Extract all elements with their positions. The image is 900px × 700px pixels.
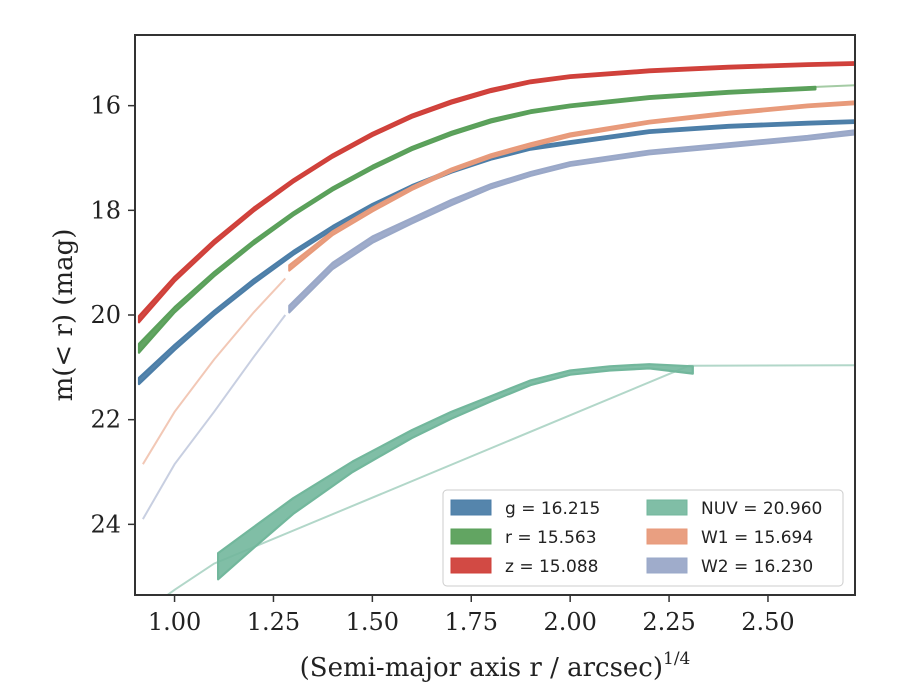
x-tick-label: 1.75 [445, 608, 498, 636]
legend-label-z: z = 15.088 [505, 557, 598, 577]
y-axis-ticks: 16 18 20 22 24 [90, 92, 135, 538]
series-nuv-extrapolation [165, 364, 855, 595]
series-r-band [137, 85, 817, 354]
legend-swatch-nuv [646, 499, 688, 516]
series-g-band [137, 119, 855, 386]
x-axis-label-superscript: 1/4 [663, 649, 690, 669]
legend-swatch-w1 [646, 528, 688, 545]
legend-label-w1: W1 = 15.694 [701, 528, 813, 548]
legend-label-w2: W2 = 16.230 [701, 557, 813, 577]
legend-swatch-g [450, 499, 492, 516]
series-w2-extrapolation [142, 314, 287, 520]
legend-label-r: r = 15.563 [505, 528, 597, 548]
x-tick-label: 1.50 [346, 608, 399, 636]
y-tick-label: 18 [90, 196, 121, 224]
y-tick-label: 16 [90, 92, 121, 120]
legend-label-g: g = 16.215 [505, 499, 600, 519]
x-tick-label: 2.25 [642, 608, 695, 636]
legend: g = 16.215 r = 15.563 z = 15.088 NUV = 20.9… [442, 489, 844, 587]
x-tick-label: 2.00 [543, 608, 596, 636]
series-band-layer [137, 61, 855, 581]
legend-swatch-z [450, 557, 492, 574]
faint-extrapolation-layer [142, 84, 855, 595]
series-z-band [137, 61, 855, 324]
x-tick-label: 2.50 [741, 608, 794, 636]
y-tick-label: 22 [90, 406, 121, 434]
series-w2-band [288, 129, 855, 314]
x-axis-label-text: (Semi-major axis r / arcsec) [300, 653, 663, 683]
legend-items: g = 16.215 r = 15.563 z = 15.088 NUV = 20.9… [450, 499, 822, 577]
legend-swatch-r [450, 528, 492, 545]
y-tick-label: 20 [90, 301, 121, 329]
x-axis-label: (Semi-major axis r / arcsec)1/4 [300, 649, 691, 683]
x-axis-ticks: 1.00 1.25 1.50 1.75 2.00 2.25 2.50 [148, 595, 795, 636]
y-tick-label: 24 [90, 510, 121, 538]
y-axis-label: m(< r) (mag) [49, 229, 79, 402]
legend-box [442, 489, 844, 587]
legend-swatch-w2 [646, 557, 688, 574]
series-nuv-band [217, 363, 694, 581]
series-w1-band [288, 100, 855, 272]
x-tick-label: 1.00 [148, 608, 201, 636]
series-w1-extrapolation [142, 277, 287, 465]
legend-label-nuv: NUV = 20.960 [701, 499, 822, 519]
x-tick-label: 1.25 [247, 608, 300, 636]
